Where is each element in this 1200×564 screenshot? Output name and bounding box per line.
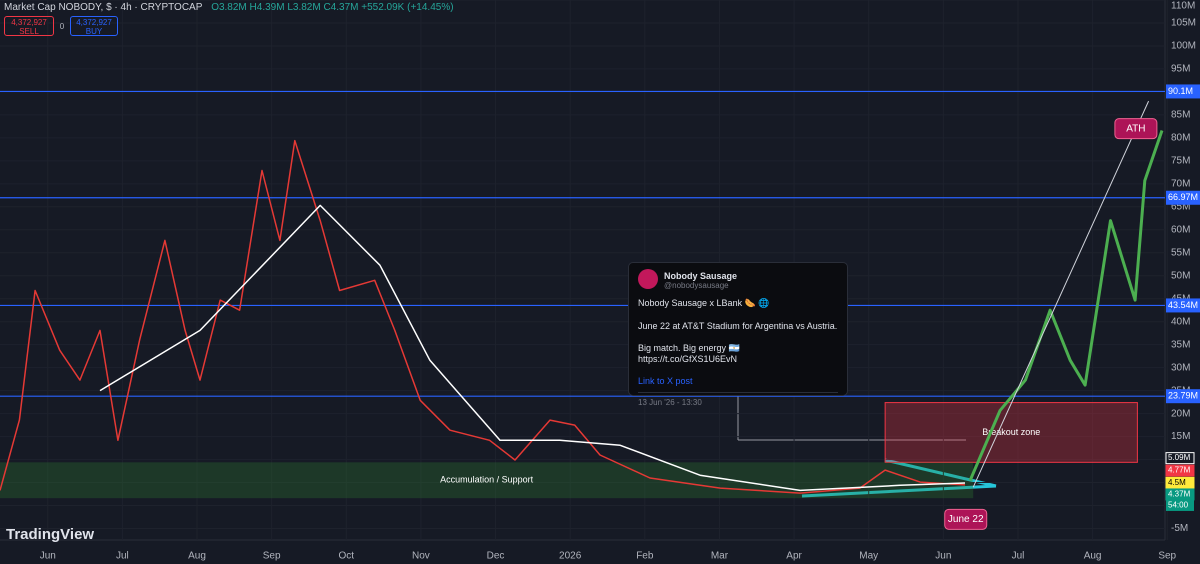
level-badge (1166, 389, 1200, 404)
y-tick-label: 20M (1171, 408, 1190, 419)
tweet-link[interactable]: Link to X post (638, 376, 693, 386)
tweet-line: June 22 at AT&T Stadium for Argentina vs… (638, 321, 838, 331)
x-tick-label: Jun (40, 551, 56, 562)
y-tick-label: 60M (1171, 224, 1190, 235)
series-line (99, 204, 966, 492)
countdown: 54:00 (1168, 501, 1189, 510)
y-tick-label: 110M (1171, 1, 1195, 12)
pattern-line (801, 484, 997, 498)
x-tick-label: Dec (487, 551, 505, 562)
x-tick-label: 2026 (559, 551, 582, 562)
y-tick-label: 40M (1171, 316, 1190, 327)
x-tick-label: Jul (1012, 551, 1025, 562)
level-badge (1166, 298, 1200, 313)
tweet-handle: @nobodysausage (664, 281, 729, 290)
y-tick-label: 35M (1171, 339, 1190, 350)
level-badge (1166, 190, 1200, 205)
price-label: 4.77M (1168, 466, 1191, 475)
symbol: Market Cap NOBODY, $ · 4h · CRYPTOCAP (4, 2, 203, 13)
price-badge (1165, 464, 1195, 477)
level-label: 23.79M (1168, 391, 1198, 401)
annotation-label: ATH (1126, 123, 1145, 134)
header: Market Cap NOBODY, $ · 4h · CRYPTOCAP O3… (4, 2, 460, 13)
y-tick-label: 95M (1171, 64, 1190, 75)
avatar (638, 269, 658, 289)
y-tick-label: 55M (1171, 247, 1190, 258)
x-tick-label: Jul (116, 551, 129, 562)
tweet-line: Nobody Sausage x LBank 🌭 🌐 (638, 298, 770, 308)
y-tick-label: 80M (1171, 133, 1190, 144)
price-badge (1165, 476, 1195, 489)
y-tick-label: 30M (1171, 362, 1190, 373)
ohlc: O3.82M H4.39M L3.82M C4.37M +552.09K (+1… (211, 2, 454, 13)
price-label: 5.09M (1168, 453, 1191, 462)
annotation-bubble (1114, 118, 1158, 140)
x-tick-label: May (859, 551, 878, 562)
level-label: 43.54M (1168, 300, 1198, 310)
zone (884, 402, 1138, 463)
x-tick-label: Nov (412, 551, 430, 562)
y-tick-label: 70M (1171, 178, 1190, 189)
buy-button[interactable]: 4,372,927 BUY (70, 16, 118, 36)
annotation-label: June 22 (948, 514, 984, 525)
y-tick-label: 85M (1171, 110, 1190, 121)
level-badge (1166, 84, 1200, 99)
y-tick-label: 105M (1171, 18, 1196, 29)
sell-label: SELL (19, 27, 39, 36)
price-label: 4.5M (1168, 478, 1186, 487)
x-tick-label: Sep (263, 551, 281, 562)
zone-label: Accumulation / Support (440, 475, 534, 485)
x-tick-label: Mar (711, 551, 729, 562)
level-label: 90.1M (1168, 86, 1193, 96)
series-line (968, 130, 1164, 481)
price-label: 4.37M (1168, 490, 1191, 499)
y-tick-label: 15M (1171, 431, 1190, 442)
sell-button[interactable]: 4,372,927 SELL (4, 16, 54, 36)
brand: TradingView (6, 526, 95, 543)
x-tick-label: Apr (786, 551, 802, 562)
x-tick-label: Aug (188, 551, 206, 562)
buy-label: BUY (85, 27, 103, 36)
tweet-line: Big match. Big energy 🇦🇷 https://t.co/Gf… (638, 343, 740, 364)
countdown-badge (1166, 499, 1194, 511)
projection-arrow (972, 100, 1150, 488)
price-badge (1165, 452, 1195, 465)
spread: 0 (59, 22, 65, 31)
x-tick-label: Sep (1158, 551, 1176, 562)
x-tick-label: Jun (935, 551, 951, 562)
x-tick-label: Feb (636, 551, 654, 562)
pattern-line (884, 458, 997, 488)
y-tick-label: 75M (1171, 155, 1190, 166)
sell-price: 4,372,927 (11, 18, 47, 27)
y-tick-label: 100M (1171, 41, 1196, 52)
x-tick-label: Aug (1084, 551, 1102, 562)
y-tick-label: 50M (1171, 270, 1190, 281)
zone-label: Breakout zone (982, 427, 1040, 437)
x-tick-label: Oct (339, 551, 355, 562)
y-tick-label: -5M (1171, 523, 1188, 534)
level-label: 66.97M (1168, 192, 1198, 202)
tweet-author: Nobody Sausage (664, 271, 738, 281)
tweet-card: Nobody Sausage @nobodysausage Nobody Sau… (628, 262, 848, 407)
buy-price: 4,372,927 (76, 18, 112, 27)
y-tick-label: 65M (1171, 201, 1190, 212)
tweet-date: 13 Jun '26 - 13:30 (638, 392, 838, 407)
annotation-bubble (944, 508, 988, 530)
